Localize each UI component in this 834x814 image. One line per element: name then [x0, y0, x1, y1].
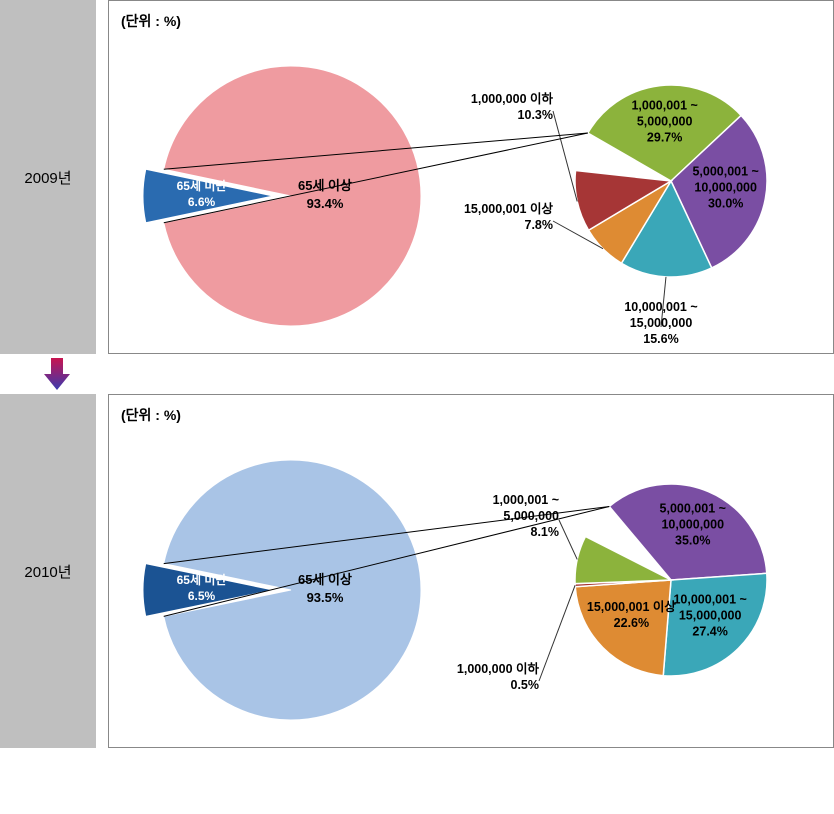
year-label-2009: 2009년 [0, 0, 96, 354]
year-2009-text: 2009년 [24, 167, 71, 188]
leader-line [539, 585, 575, 681]
year-2010-text: 2010년 [24, 561, 71, 582]
leader-line [559, 520, 577, 559]
chart-svg-2009: 65세 이상 93.4% 65세 미만 6.6% 1,000,001 ~ 5,000,00… [121, 31, 821, 351]
main-major-label: 65세 이상 [298, 572, 352, 587]
row-2009: 2009년 (단위 : %) 65세 이상 93.4% 65세 미만 6.6% 1,00… [0, 0, 834, 354]
slice-label: 15,000,001 이상 [464, 201, 554, 216]
chart-svg-2010: 65세 이상 93.5% 65세 미만 6.5% 5,000,001 ~ 10,000,0… [121, 425, 821, 745]
unit-label-2010: (단위 : %) [121, 405, 821, 425]
slice-label: 5,000,001 ~ [692, 165, 758, 179]
slice-label: 15,000,000 [630, 316, 693, 330]
chart-panel-2010: (단위 : %) 65세 이상 93.5% 65세 미만 6.5% 5,000,001 … [108, 394, 834, 748]
main-minor-value: 6.5% [188, 589, 216, 603]
slice-label: 5,000,001 ~ [660, 502, 726, 516]
slice-label: 10,000,001 ~ [624, 300, 697, 314]
slice-label: 0.5% [511, 678, 540, 692]
slice-label: 22.6% [614, 616, 649, 630]
slice-label: 1,000,000 이하 [457, 661, 540, 676]
slice-label: 29.7% [647, 131, 682, 145]
slice-label: 7.8% [525, 218, 554, 232]
year-label-2010: 2010년 [0, 394, 96, 748]
slice-label: 30.0% [708, 197, 743, 211]
main-minor-label: 65세 미만 [177, 572, 227, 587]
slice-label: 15.6% [643, 332, 678, 346]
main-minor-label: 65세 미만 [177, 178, 227, 193]
slice-label: 35.0% [675, 534, 710, 548]
slice-label: 10,000,001 ~ [673, 593, 746, 607]
slice-label: 1,000,000 이하 [471, 91, 554, 106]
slice-label: 15,000,000 [679, 609, 742, 623]
slice-label: 10,000,000 [661, 518, 724, 532]
down-arrow-icon [42, 356, 72, 392]
chart-panel-2009: (단위 : %) 65세 이상 93.4% 65세 미만 6.6% 1,000,001 … [108, 0, 834, 354]
leader-line [553, 111, 577, 201]
slice-label: 10,000,000 [694, 181, 757, 195]
slice-label: 8.1% [531, 525, 560, 539]
slice-label: 1,000,001 ~ [493, 493, 559, 507]
arrow-gap [0, 354, 834, 394]
figure-wrap: 2009년 (단위 : %) 65세 이상 93.4% 65세 미만 6.6% 1,00… [0, 0, 834, 748]
main-major-label: 65세 이상 [298, 178, 352, 193]
slice-label: 27.4% [692, 625, 727, 639]
main-minor-value: 6.6% [188, 195, 216, 209]
main-major-value: 93.4% [307, 196, 344, 211]
slice-label: 15,000,001 이상 [587, 599, 677, 614]
unit-label-2009: (단위 : %) [121, 11, 821, 31]
slice-label: 1,000,001 ~ [631, 99, 697, 113]
main-major-value: 93.5% [307, 590, 344, 605]
slice-label: 10.3% [518, 108, 553, 122]
slice-label: 5,000,000 [637, 115, 693, 129]
row-2010: 2010년 (단위 : %) 65세 이상 93.5% 65세 미만 6.5% 5,00… [0, 394, 834, 748]
